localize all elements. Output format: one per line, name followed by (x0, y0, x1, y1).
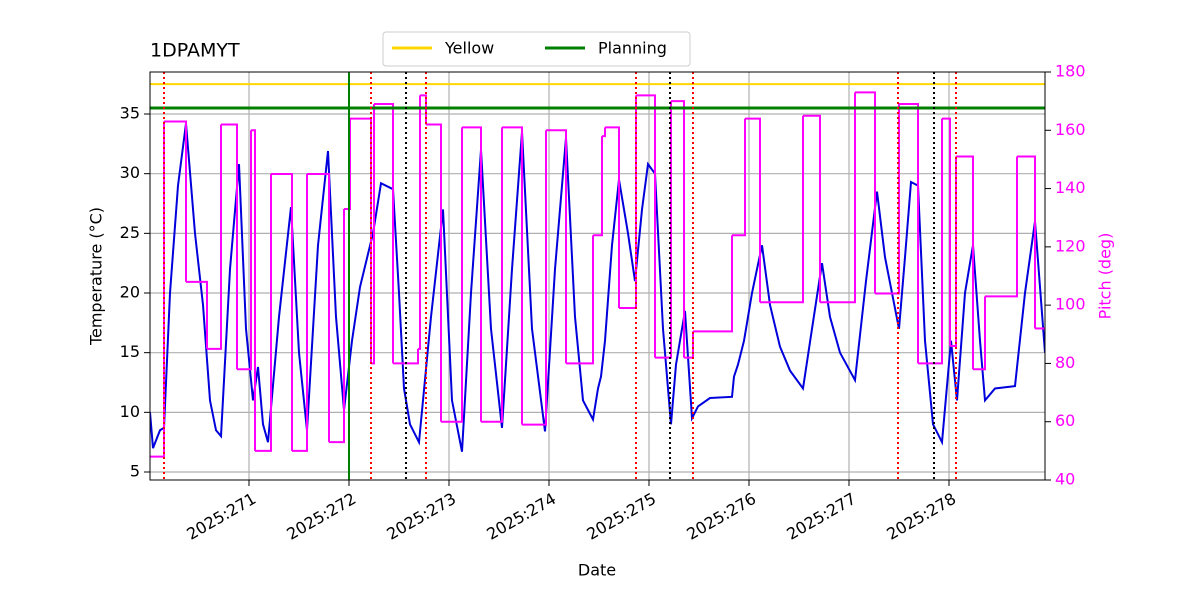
step-segment (985, 156, 1018, 298)
step-segment (803, 114, 821, 303)
y-tick-label: 20 (120, 283, 140, 302)
step-segment (693, 235, 733, 333)
y2-tick-label: 140 (1055, 178, 1086, 197)
step-segment (522, 130, 547, 426)
y-axis-label: Temperature (°C) (87, 207, 106, 346)
step-segment (418, 95, 421, 350)
step-segment (207, 124, 222, 350)
step-segment (899, 103, 919, 364)
y2-tick-label: 40 (1055, 470, 1075, 489)
step-segment (942, 117, 951, 346)
x-tick-label: 2025:271 (183, 489, 259, 544)
step-segment (292, 174, 308, 452)
step-segment (566, 235, 594, 365)
step-segment (502, 126, 523, 425)
step-segment (671, 100, 685, 358)
y-tick-label: 10 (120, 402, 140, 421)
legend-label: Yellow (444, 39, 494, 58)
legend-label: Planning (598, 39, 667, 58)
y2-axis-label: Pitch (deg) (1096, 233, 1115, 320)
step-segment (732, 118, 746, 237)
step-segment (186, 280, 208, 349)
step-segment (441, 127, 463, 423)
step-segment (546, 129, 567, 364)
step-segment (973, 296, 986, 371)
step-segment (636, 94, 656, 358)
step-segment (374, 103, 394, 364)
y2-tick-label: 100 (1055, 295, 1086, 314)
step-segment (237, 130, 252, 371)
step-segment (393, 348, 419, 365)
legend: Yellow Planning (382, 31, 691, 67)
y2-tick-label: 120 (1055, 236, 1086, 255)
step-segment (602, 127, 606, 138)
x-tick-label: 2025:277 (783, 489, 859, 544)
plot-area (150, 72, 1045, 480)
step-segment (760, 115, 804, 304)
step-segment (150, 121, 165, 458)
step-segment (593, 136, 603, 237)
step-segment (605, 126, 620, 309)
step-segment (164, 120, 187, 282)
chart-title: 1DPAMYT (150, 40, 240, 62)
step-segment (745, 117, 761, 303)
y2-tick-label: 60 (1055, 411, 1075, 430)
x-tick-label: 2025:273 (383, 489, 459, 544)
y2-tick-label: 80 (1055, 353, 1075, 372)
step-segment (481, 127, 503, 423)
y-tick-label: 35 (120, 104, 140, 123)
step-segment (251, 129, 256, 451)
x-tick-label: 2025:278 (883, 489, 959, 544)
y2-tick-label: 180 (1055, 62, 1086, 81)
x-tick-label: 2025:274 (483, 489, 559, 544)
y2-tick-label: 160 (1055, 120, 1086, 139)
plot-frame (149, 71, 1046, 481)
step-segment (820, 92, 856, 304)
step-segment (950, 156, 957, 347)
step-segment (855, 91, 876, 294)
step-segment (918, 118, 943, 365)
step-segment (255, 174, 272, 452)
step-segment (462, 126, 482, 422)
step-segment (420, 94, 427, 125)
step-segment (271, 173, 293, 451)
x-tick-label: 2025:272 (283, 489, 359, 544)
y-tick-label: 30 (120, 163, 140, 182)
y-tick-label: 15 (120, 342, 140, 361)
x-axis-label: Date (578, 561, 616, 580)
step-segment (307, 173, 330, 443)
y-tick-label: 25 (120, 223, 140, 242)
step-segment (221, 123, 238, 370)
x-tick-label: 2025:275 (583, 489, 659, 544)
step-segment (956, 155, 974, 370)
legend-box (382, 31, 691, 67)
step-segment (1017, 155, 1036, 329)
step-segment (426, 123, 442, 422)
x-tick-label: 2025:276 (683, 489, 759, 544)
step-segment (329, 208, 345, 444)
temperature-line (150, 123, 1045, 452)
y-tick-label: 5 (130, 462, 140, 481)
